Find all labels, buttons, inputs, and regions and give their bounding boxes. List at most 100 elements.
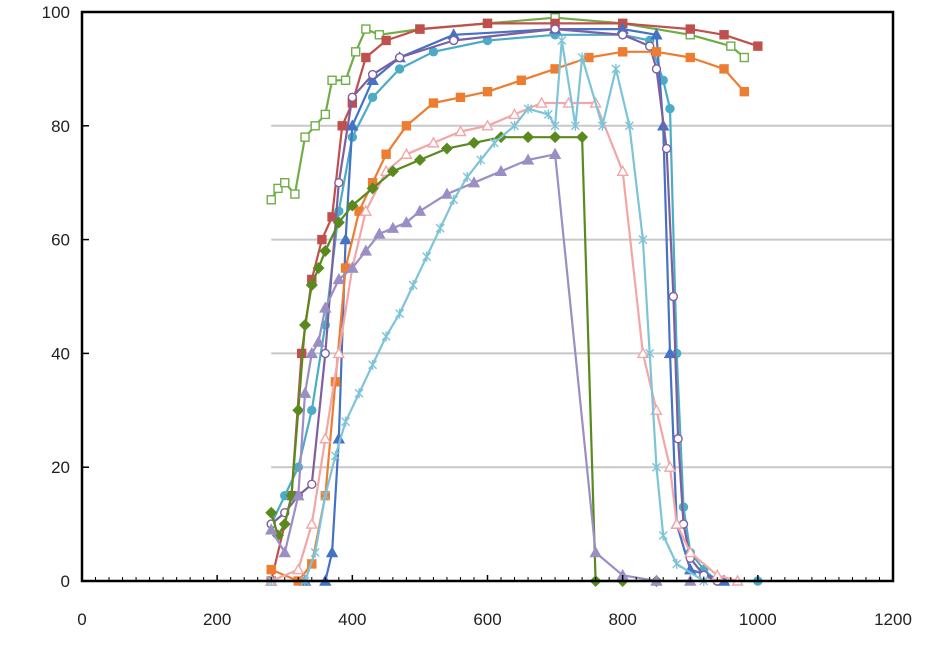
data-point-9-26 [624, 120, 634, 131]
data-point-9-3 [320, 490, 330, 501]
series-4 [266, 24, 722, 586]
data-point-7-11 [366, 182, 379, 195]
data-point-6-17 [636, 346, 650, 359]
series-line-2 [270, 33, 758, 583]
data-point-7-19 [576, 131, 589, 144]
data-point-2-7 [367, 92, 378, 103]
data-point-1-15 [719, 30, 729, 40]
data-point-6-4 [332, 346, 346, 359]
data-point-8-18 [548, 147, 562, 159]
data-point-2-3 [307, 405, 317, 415]
data-point-9-7 [368, 359, 378, 370]
data-point-9-28 [645, 348, 655, 359]
x-tick-label-5: 1000 [739, 610, 777, 629]
data-point-4-4 [320, 348, 330, 359]
x-tick-label-3: 600 [473, 610, 501, 629]
series-8 [265, 147, 697, 586]
data-point-3-7 [366, 73, 379, 85]
data-point-0-6 [320, 109, 330, 120]
data-point-9-2 [310, 547, 320, 558]
data-point-5-8 [381, 149, 391, 159]
data-point-5-0 [266, 564, 276, 575]
data-point-3-12 [650, 28, 663, 40]
data-point-9-24 [597, 120, 607, 131]
data-point-4-11 [617, 30, 628, 40]
data-point-0-4 [300, 132, 310, 142]
data-point-5-14 [550, 64, 560, 74]
data-point-9-19 [543, 109, 553, 120]
data-point-8-17 [521, 153, 535, 165]
data-point-8-15 [467, 176, 481, 188]
x-tick-label-6: 1200 [874, 610, 912, 629]
series-line-4 [270, 28, 718, 583]
data-point-9-5 [341, 416, 351, 427]
y-tick-label-1: 20 [51, 458, 70, 477]
data-point-0-5 [310, 121, 320, 131]
data-point-0-2 [280, 177, 290, 188]
data-point-8-11 [386, 221, 400, 233]
data-point-4-6 [347, 92, 358, 103]
data-point-4-12 [645, 41, 655, 51]
data-point-6-1 [292, 563, 305, 575]
data-point-9-13 [449, 194, 459, 205]
series-line-3 [271, 28, 725, 583]
data-point-9-23 [577, 52, 587, 63]
data-point-9-4 [330, 450, 340, 461]
data-point-9-22 [570, 120, 580, 131]
data-point-0-8 [340, 75, 351, 85]
data-point-1-14 [685, 24, 695, 34]
data-point-5-17 [651, 47, 662, 57]
data-point-5-12 [482, 86, 493, 97]
data-point-7-4 [292, 404, 305, 417]
data-point-3-14 [663, 346, 677, 359]
y-tick-label-5: 100 [42, 3, 70, 22]
data-point-1-11 [482, 18, 493, 29]
data-point-7-15 [467, 136, 480, 149]
data-point-6-13 [535, 96, 548, 108]
data-point-8-12 [400, 216, 413, 228]
data-point-0-17 [726, 41, 736, 51]
data-point-1-10 [415, 24, 425, 34]
data-point-9-21 [557, 35, 567, 46]
x-axis-ticks: 0 200 400 600 800 1000 1200 [77, 575, 912, 629]
data-point-0-10 [361, 24, 371, 34]
series-line-7 [270, 136, 657, 583]
data-point-4-3 [307, 479, 317, 489]
data-point-1-9 [381, 35, 391, 46]
plot-frame [80, 10, 895, 583]
data-point-4-7 [367, 69, 378, 80]
data-point-8-0 [265, 523, 278, 535]
data-point-7-12 [386, 165, 399, 178]
data-point-0-11 [374, 30, 385, 40]
data-point-6-20 [670, 517, 683, 529]
series-line-6 [270, 101, 738, 583]
series-9 [266, 35, 709, 586]
x-tick-label-4: 800 [608, 610, 636, 629]
data-point-7-6 [305, 279, 318, 292]
data-point-5-10 [428, 98, 439, 108]
data-point-0-3 [290, 189, 300, 199]
y-tick-label-0: 0 [61, 572, 70, 591]
data-point-9-12 [435, 223, 445, 234]
y-tick-label-2: 40 [51, 344, 70, 363]
data-point-0-1 [273, 183, 283, 194]
data-point-7-5 [299, 318, 312, 331]
data-point-9-14 [462, 172, 472, 183]
data-point-5-16 [617, 47, 628, 57]
data-point-8-9 [359, 244, 373, 256]
data-point-0-7 [327, 75, 337, 85]
data-point-5-15 [584, 52, 594, 63]
data-point-4-9 [449, 35, 459, 46]
y-tick-label-4: 80 [51, 117, 70, 136]
data-point-7-0 [265, 506, 278, 519]
data-point-2-9 [428, 47, 439, 57]
x-tick-label-2: 400 [338, 610, 366, 629]
data-point-8-13 [413, 204, 427, 216]
data-point-9-25 [611, 63, 621, 74]
data-point-0-0 [266, 195, 276, 205]
data-point-8-8 [346, 261, 359, 273]
data-point-6-9 [427, 136, 440, 148]
data-point-1-8 [361, 52, 371, 63]
data-point-6-16 [616, 164, 629, 177]
data-point-7-18 [549, 131, 562, 144]
